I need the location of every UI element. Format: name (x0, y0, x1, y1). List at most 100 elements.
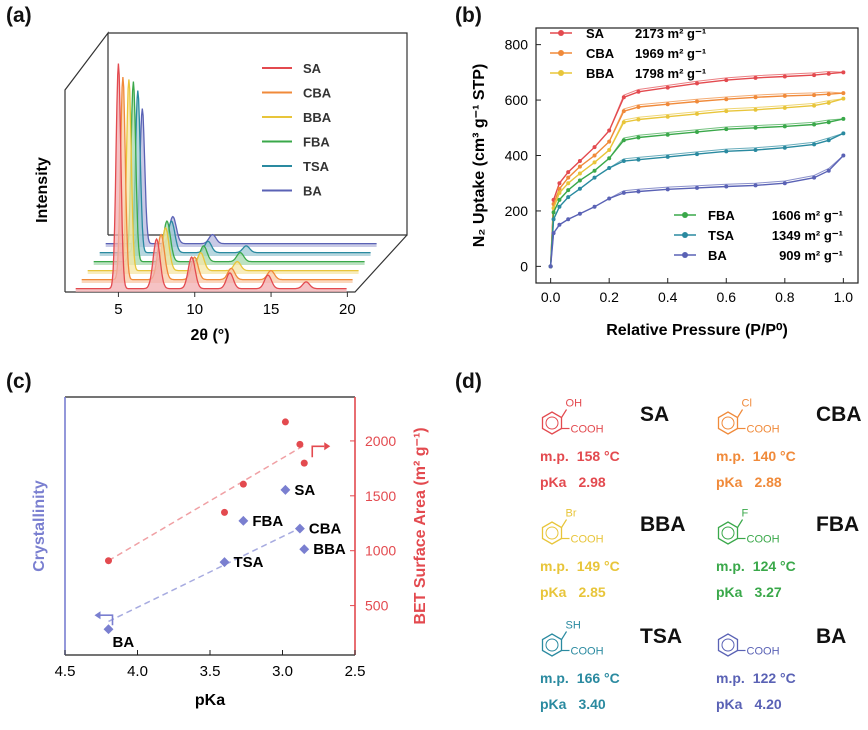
isotherm-point-SA (665, 85, 670, 90)
isotherm-point-SA (841, 70, 846, 75)
frame-back (108, 32, 408, 236)
xtick-label-c: 4.0 (127, 663, 148, 680)
bet-point (300, 459, 308, 467)
ytick-label-b: 600 (505, 92, 529, 108)
pka-label: pKa (716, 474, 743, 490)
isotherm-point-TSA (592, 175, 597, 180)
mp-value: 166 °C (576, 670, 620, 686)
molecule-icon: COOH Cl (717, 398, 780, 436)
xtick-label-b: 0.4 (658, 289, 678, 305)
xtick-label-b: 0.0 (541, 289, 561, 305)
xrd-fill-BA (105, 108, 377, 247)
point-label-c: TSA (234, 554, 264, 571)
isotherm-point-BBA (841, 96, 846, 101)
xtick-label-a: 10 (186, 301, 203, 318)
mp-label: m.p. (540, 448, 569, 464)
legend-marker-b (558, 50, 564, 56)
isotherm-point-FBA (592, 168, 597, 173)
isotherm-point-TSA (566, 195, 571, 200)
isotherm-point-CBA (724, 97, 729, 102)
isotherm-point-SA (812, 73, 817, 78)
isotherm-point-TSA (636, 157, 641, 162)
xtick-label-c: 3.0 (272, 663, 293, 680)
benzene-ring (541, 633, 563, 657)
isotherm-point-FBA (566, 188, 571, 193)
bet-point (281, 418, 289, 426)
ytick-label-c: 1500 (365, 488, 396, 504)
legend-bet-b: 909 m² g⁻¹ (779, 248, 843, 263)
isotherm-point-BA (812, 175, 817, 180)
isotherm-point-BA (621, 190, 626, 195)
isotherm-ads-FBA (549, 118, 844, 267)
substituent-bond (737, 519, 744, 528)
point-label-c: SA (294, 482, 315, 499)
legend-label-b: BBA (586, 66, 615, 81)
compound-panel: COOH OH SA m.p. 158 °C pKa 2.98 COOH Cl CBA m.p. 14… (448, 375, 868, 730)
pka-label: pKa (540, 584, 567, 600)
legend-marker-b (682, 252, 688, 258)
legend-bet-b: 1606 m² g⁻¹ (772, 208, 843, 223)
isotherm-point-SA (592, 145, 597, 150)
isotherm-point-FBA (551, 210, 556, 215)
cooh-label: COOH (571, 424, 604, 436)
isotherm-point-CBA (592, 153, 597, 158)
isotherm-point-TSA (607, 165, 612, 170)
benzene-ring (717, 411, 739, 435)
panel-label-d: (d) (455, 370, 482, 393)
isotherm-point-BBA (826, 100, 831, 105)
left-axis-arrowhead (94, 611, 101, 620)
isotherm-point-BA (557, 222, 562, 227)
isotherm-point-SA (566, 170, 571, 175)
yaxis-title-b: N₂ Uptake (cm³ g⁻¹ STP) (471, 64, 488, 248)
pka: pKa 2.85 (540, 584, 606, 600)
isotherm-point-SA (826, 71, 831, 76)
isotherm-point-BA (753, 183, 758, 188)
isotherm-point-FBA (782, 124, 787, 129)
mp-label: m.p. (716, 558, 745, 574)
aromatic-circle (545, 416, 559, 430)
point-label-c: BBA (313, 541, 346, 558)
xaxis-title-b: Relative Pressure (P/P⁰) (606, 322, 788, 339)
yaxis-title-right-c: BET Surface Area (m² g⁻¹) (412, 427, 429, 624)
isotherm-point-TSA (665, 154, 670, 159)
pka-correlation-chart: 4.5 4.0 3.5 3.0 2.5 500 1000 1500 2000 pKa Crystal… (31, 396, 429, 709)
melting-point: m.p. 124 °C (716, 558, 796, 574)
pka-value: 3.40 (578, 696, 606, 712)
point-label-c: BA (113, 634, 135, 651)
isotherm-point-FBA (812, 122, 817, 127)
legend-label-b: SA (586, 26, 605, 41)
isotherm-point-TSA (782, 145, 787, 150)
isotherm-point-BA (782, 181, 787, 186)
compound-abbr: FBA (816, 513, 860, 536)
ytick-label-c: 500 (365, 598, 389, 614)
isotherm-point-BBA (782, 105, 787, 110)
melting-point: m.p. 140 °C (716, 448, 796, 464)
legend-label-a: BA (303, 184, 322, 199)
legend-label-a: SA (303, 61, 322, 76)
xtick-label-a: 5 (114, 301, 122, 318)
cooh-label: COOH (747, 424, 780, 436)
mp-value: 158 °C (576, 448, 620, 464)
benzene-ring (717, 633, 739, 657)
isotherm-point-TSA (551, 217, 556, 222)
isotherm-des-TSA (550, 132, 844, 267)
xrd-line-BA (105, 108, 377, 245)
isotherm-point-SA (621, 95, 626, 100)
pka: pKa 2.88 (716, 474, 782, 490)
benzene-ring (541, 521, 563, 545)
mp-label: m.p. (716, 670, 745, 686)
compound-card-fba: COOH F FBA m.p. 124 °C pKa 3.27 (716, 503, 868, 613)
isotherm-point-TSA (812, 142, 817, 147)
xtick-label-b: 0.6 (717, 289, 737, 305)
isotherm-point-BBA (566, 181, 571, 186)
xaxis-title-a: 2θ (°) (190, 327, 229, 344)
isotherm-point-FBA (636, 135, 641, 140)
isotherm-point-TSA (841, 131, 846, 136)
benzene-ring (717, 521, 739, 545)
panel-label-c: (c) (6, 370, 32, 393)
isotherm-point-BA (695, 185, 699, 190)
molecule-icon: COOH OH (541, 398, 604, 436)
xtick-label-c: 4.5 (55, 663, 76, 680)
crystallinity-point (103, 624, 114, 635)
mp-value: 140 °C (752, 448, 796, 464)
